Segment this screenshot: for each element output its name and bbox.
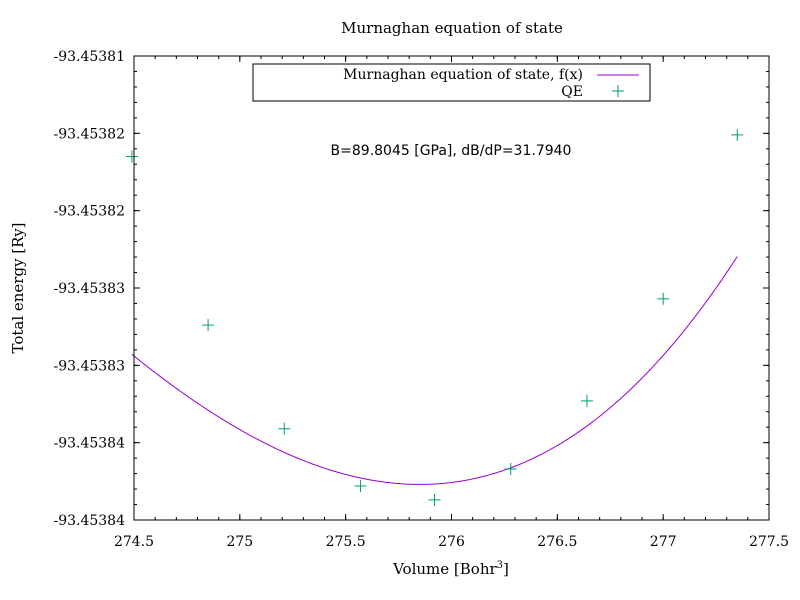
chart-title: Murnaghan equation of state (341, 19, 563, 37)
series-line-murnaghan (131, 256, 738, 485)
qe-point (202, 319, 215, 332)
x-tick-label: 277.5 (749, 534, 789, 550)
legend: Murnaghan equation of state, f(x) QE (252, 63, 651, 102)
x-tick-label: 275 (226, 534, 253, 550)
y-axis-label: Total energy [Ry] (9, 222, 27, 353)
tick-labels: 274.5 275 275.5 276 276.5 277 277.5 -93.45384 -9… (53, 49, 789, 550)
x-tick-label: 277 (650, 534, 677, 550)
y-tick-label: -93.45383 (53, 358, 125, 374)
x-tick-label: 276.5 (537, 534, 577, 550)
qe-point (278, 422, 291, 435)
annotation-text: B=89.8045 [GPa], dB/dP=31.7940 (331, 143, 572, 159)
y-tick-label: -93.45383 (53, 281, 125, 297)
qe-point (731, 128, 744, 141)
legend-box (252, 63, 651, 102)
x-axis-label-end: ] (503, 560, 509, 578)
x-tick-label: 275.5 (326, 534, 366, 550)
x-tick-label: 276 (438, 534, 465, 550)
y-tick-label: -93.45382 (53, 204, 125, 220)
x-axis-label-main: Volume [Bohr (392, 560, 497, 578)
qe-point (657, 292, 670, 305)
legend-label-murnaghan: Murnaghan equation of state, f(x) (343, 67, 583, 83)
y-tick-label: -93.45384 (53, 436, 125, 452)
x-axis-label-sup: 3 (497, 560, 503, 571)
qe-point (428, 493, 441, 506)
series-points-qe (125, 128, 744, 506)
y-tick-label: -93.45381 (53, 49, 125, 65)
y-tick-label: -93.45382 (53, 126, 125, 142)
x-tick-label: 274.5 (114, 534, 154, 550)
x-axis-label: Volume [Bohr3] (392, 560, 509, 578)
plot-frame (133, 55, 770, 521)
legend-label-qe: QE (561, 84, 583, 100)
qe-point (504, 462, 517, 475)
qe-point (125, 150, 138, 163)
qe-point (354, 479, 367, 492)
axis-ticks (133, 55, 770, 521)
qe-point (580, 394, 593, 407)
y-tick-label: -93.45384 (53, 513, 125, 529)
legend-swatch-plus (612, 85, 624, 97)
